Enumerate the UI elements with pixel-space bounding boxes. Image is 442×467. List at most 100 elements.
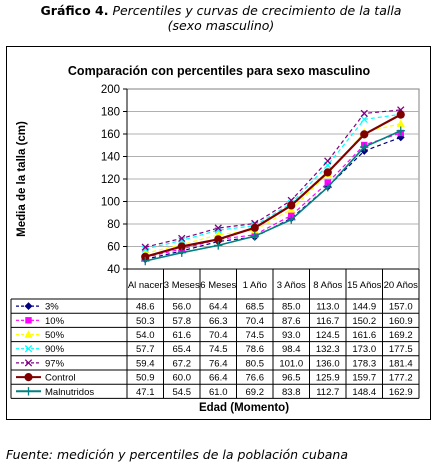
series-point bbox=[178, 236, 186, 245]
table-value: 124.5 bbox=[316, 330, 340, 341]
table-value: 76.6 bbox=[246, 373, 265, 384]
table-value: 136.0 bbox=[316, 358, 340, 369]
table-value: 74.5 bbox=[246, 330, 265, 341]
table-value: 70.4 bbox=[246, 316, 265, 327]
y-tick-label: 40 bbox=[107, 264, 120, 276]
series-point bbox=[24, 302, 33, 311]
table-value: 69.2 bbox=[246, 387, 265, 398]
legend-entry: 97% bbox=[45, 358, 65, 369]
source-note: Fuente: medición y percentiles de la pob… bbox=[6, 447, 349, 462]
series-point bbox=[177, 248, 186, 257]
table-value: 76.4 bbox=[209, 358, 228, 369]
table-value: 68.5 bbox=[246, 302, 265, 313]
series-point bbox=[396, 110, 405, 119]
y-tick-label: 160 bbox=[101, 129, 120, 141]
table-value: 54.5 bbox=[173, 387, 192, 398]
x-category-label: 1 Año bbox=[243, 280, 267, 291]
legend-key bbox=[16, 317, 41, 324]
table-value: 64.4 bbox=[209, 302, 228, 313]
legend-key bbox=[16, 302, 41, 311]
legend-entry: 50% bbox=[45, 330, 65, 341]
table-value: 59.4 bbox=[136, 358, 155, 369]
caption-label: Gráfico 4. bbox=[40, 3, 109, 18]
table-value: 181.4 bbox=[389, 358, 413, 369]
legend-entry: 10% bbox=[45, 316, 65, 327]
y-tick-label: 120 bbox=[101, 174, 120, 186]
table-value: 74.5 bbox=[209, 344, 228, 355]
caption-line-2: (sexo masculino) bbox=[0, 18, 442, 33]
series-point bbox=[24, 373, 33, 382]
table-value: 112.7 bbox=[316, 387, 339, 398]
series-point bbox=[24, 387, 33, 396]
table-value: 178.3 bbox=[352, 358, 376, 369]
series-point bbox=[287, 201, 296, 210]
series-point bbox=[214, 241, 223, 250]
table-value: 65.4 bbox=[173, 344, 192, 355]
caption-subtitle: (sexo masculino) bbox=[167, 18, 275, 33]
table-value: 173.0 bbox=[352, 344, 376, 355]
table-value: 125.9 bbox=[316, 373, 340, 384]
series-point bbox=[25, 317, 32, 324]
table-value: 132.3 bbox=[316, 344, 340, 355]
series-point bbox=[323, 183, 332, 192]
table-value: 78.6 bbox=[246, 344, 265, 355]
series-point bbox=[24, 359, 33, 367]
series-point bbox=[141, 243, 149, 251]
table-value: 113.0 bbox=[316, 302, 339, 313]
table-value: 66.3 bbox=[209, 316, 228, 327]
table-value: 50.3 bbox=[136, 316, 155, 327]
y-tick-label: 100 bbox=[101, 197, 120, 209]
table-value: 116.7 bbox=[316, 316, 339, 327]
y-tick-label: 60 bbox=[107, 242, 120, 254]
figure-caption: Gráfico 4. Percentiles y curvas de creci… bbox=[0, 3, 442, 33]
caption-line-1: Gráfico 4. Percentiles y curvas de creci… bbox=[0, 3, 442, 18]
table-value: 85.0 bbox=[282, 302, 301, 313]
chart-panel: Comparación con percentiles para sexo ma… bbox=[6, 46, 431, 420]
table-value: 150.2 bbox=[352, 316, 376, 327]
table-value: 67.2 bbox=[173, 358, 192, 369]
x-category-label: 3 Años bbox=[277, 280, 306, 291]
table-value: 161.6 bbox=[352, 330, 376, 341]
table-value: 159.7 bbox=[352, 373, 376, 384]
table-value: 101.0 bbox=[279, 358, 303, 369]
series-point bbox=[360, 115, 368, 124]
legend-entry: 3% bbox=[45, 302, 59, 313]
y-tick-label: 140 bbox=[101, 152, 120, 164]
table-value: 80.5 bbox=[246, 358, 265, 369]
series-line bbox=[144, 113, 402, 258]
x-category-label: 20 Años bbox=[384, 280, 419, 291]
table-value: 66.4 bbox=[209, 373, 228, 384]
series-point bbox=[360, 142, 369, 152]
legend-key bbox=[16, 373, 41, 382]
table-value: 70.4 bbox=[209, 330, 228, 341]
series-point bbox=[396, 126, 405, 135]
table-value: 54.0 bbox=[136, 330, 155, 341]
x-axis-label: Edad (Momento) bbox=[199, 402, 289, 414]
table-value: 61.6 bbox=[173, 330, 192, 341]
y-tick-label: 200 bbox=[101, 84, 120, 96]
table-value: 47.1 bbox=[136, 387, 155, 398]
table-value: 87.6 bbox=[282, 316, 301, 327]
x-category-label: Al nacer bbox=[128, 280, 163, 291]
legend-entry: Control bbox=[45, 373, 76, 384]
series-point bbox=[360, 109, 368, 118]
plot-area: 40 60 80 100 120 140 160 180 200 bbox=[101, 84, 420, 276]
x-category-label: 3 Meses bbox=[164, 280, 200, 291]
series-line bbox=[145, 130, 402, 262]
y-tick-label: 180 bbox=[101, 107, 120, 119]
legend-key bbox=[16, 330, 41, 338]
table-value: 61.0 bbox=[209, 387, 228, 398]
table-value: 162.9 bbox=[389, 387, 413, 398]
x-category-label: 6 Meses bbox=[200, 280, 236, 291]
series-point bbox=[24, 330, 33, 338]
table-value: 57.7 bbox=[136, 344, 155, 355]
series-point bbox=[141, 256, 150, 266]
y-axis-label: Media de la talla (cm) bbox=[16, 121, 28, 237]
series-line bbox=[145, 109, 401, 248]
table-value: 60.0 bbox=[173, 373, 192, 384]
series-point bbox=[250, 231, 259, 241]
y-tick-label: 80 bbox=[107, 219, 120, 231]
growth-chart: Comparación con percentiles para sexo ma… bbox=[10, 64, 420, 414]
table-value: 57.8 bbox=[173, 316, 192, 327]
table-value: 96.5 bbox=[282, 373, 301, 384]
